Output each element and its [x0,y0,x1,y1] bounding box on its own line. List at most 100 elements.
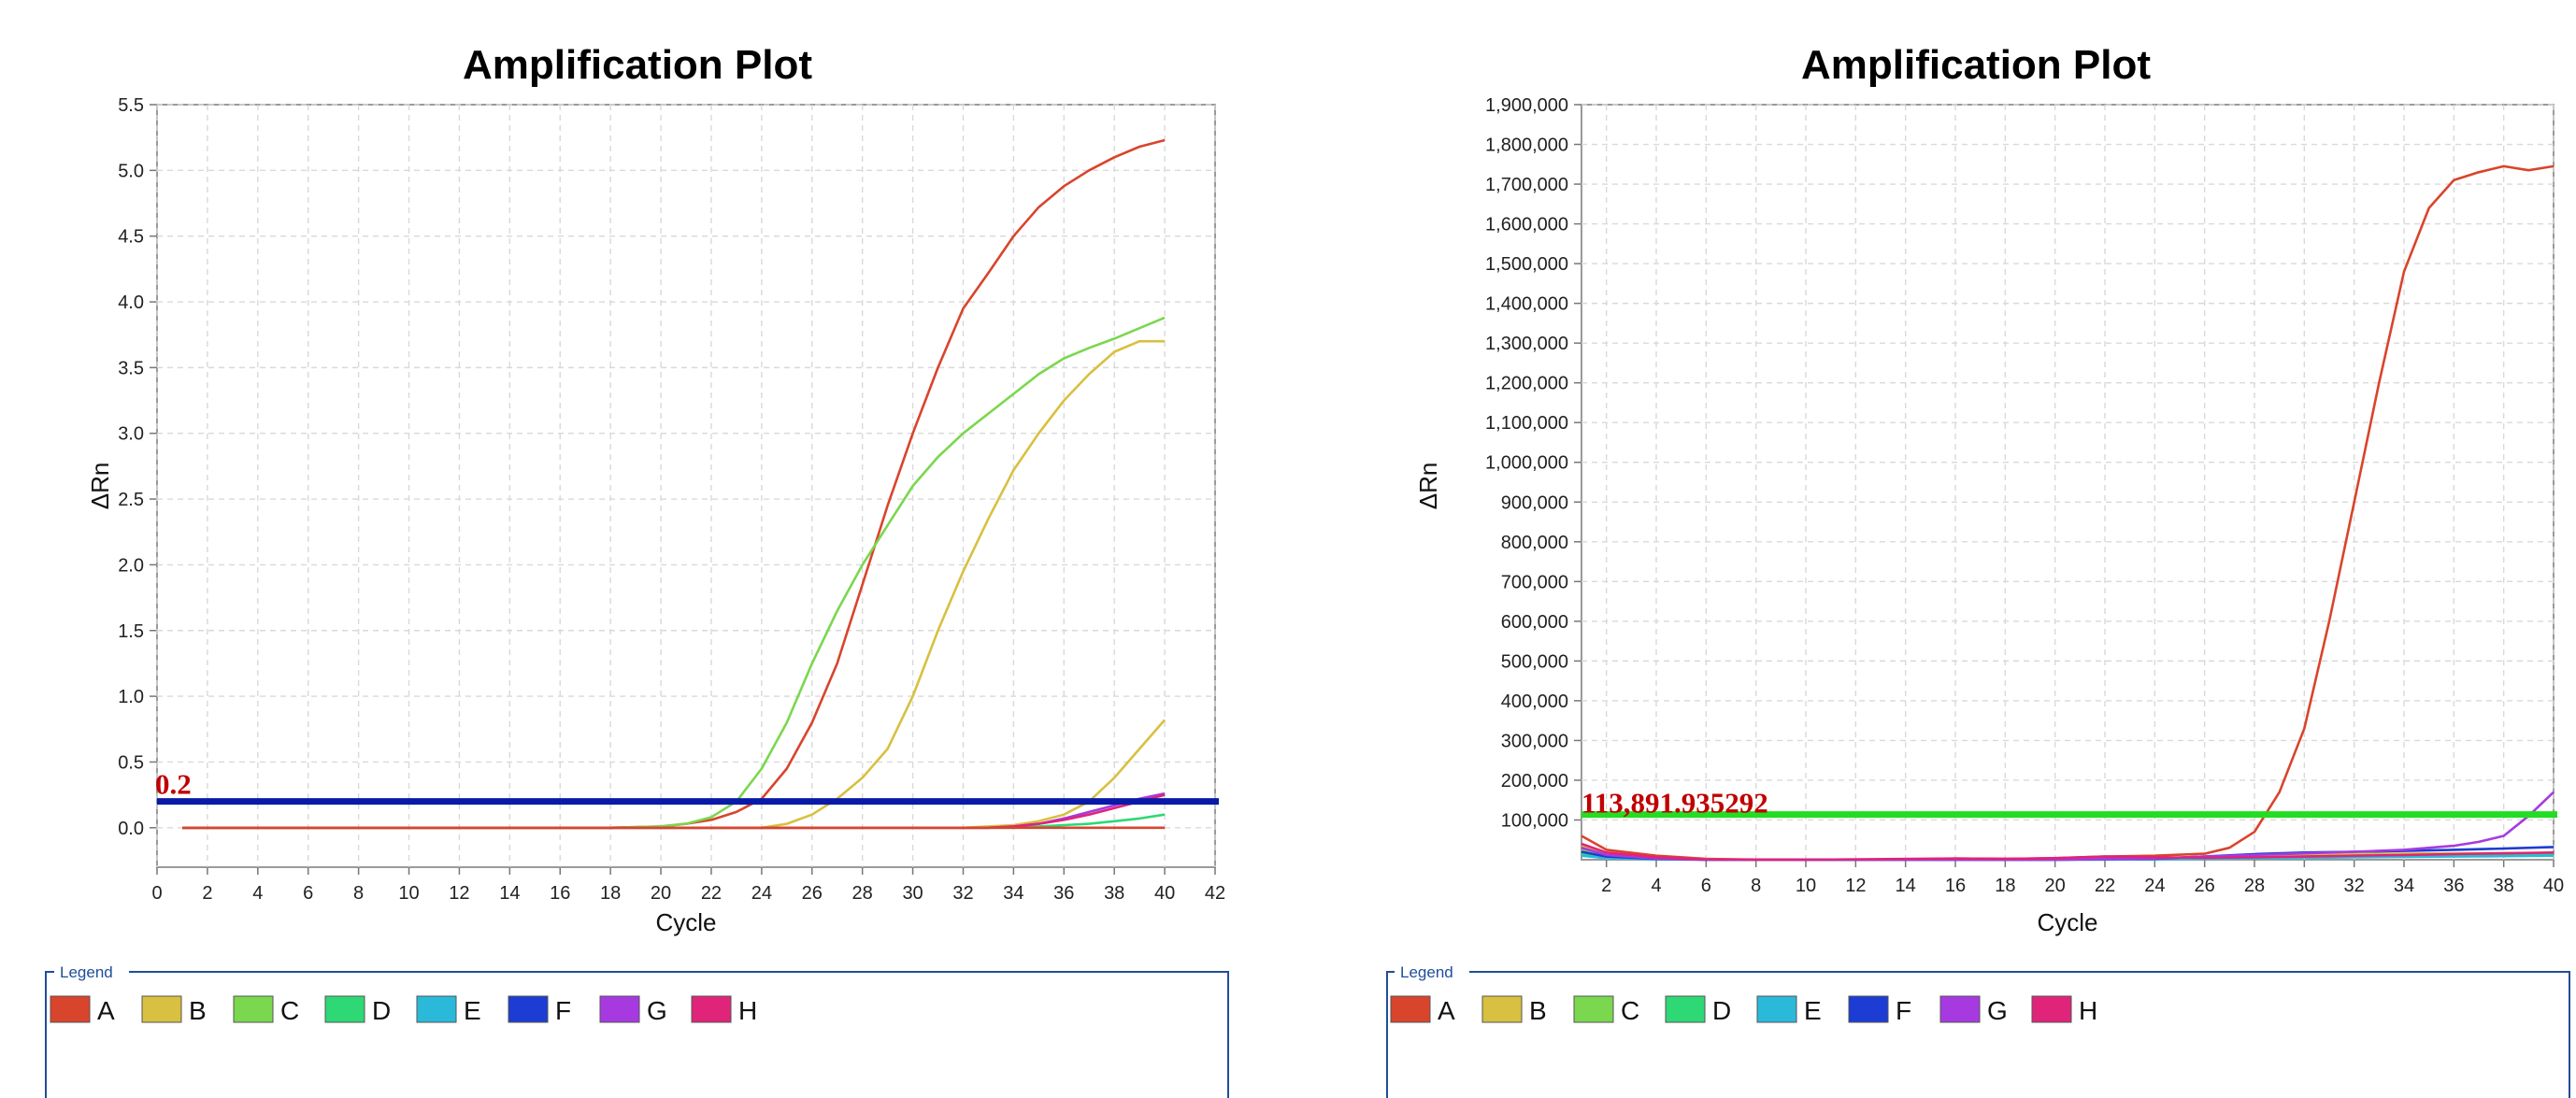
right-y-tick-labels: 100,000 200,000 300,000 400,000 500,000 600,0… [1485,95,1568,831]
right-y-tick-label: 500,000 [1501,651,1568,672]
right-y-tick-label: 1,700,000 [1485,175,1568,195]
right-x-tick-label: 14 [1896,876,1916,896]
right-x-tick-label: 18 [1995,876,2015,896]
right-y-tick-label: 1,200,000 [1485,374,1568,394]
legend-swatch-f[interactable] [1848,995,1889,1023]
left-chart-title: Amplification Plot [463,42,812,88]
left-y-axis-label: ΔRn [86,463,114,510]
legend-label-f[interactable]: F [555,996,571,1025]
right-amplification-chart: Amplification Plot 100,000 200,000 300,000… [1414,42,2564,936]
legend-label-b[interactable]: B [1529,996,1547,1025]
legend-swatch-b[interactable] [141,995,182,1023]
legend-swatch-g[interactable] [599,995,640,1023]
left-y-tick-label: 5.5 [118,95,144,116]
left-series-b-line [182,339,1166,830]
right-x-tick-label: 10 [1796,876,1816,896]
right-x-tick-labels: 2 4 6 8 10 12 14 16 18 20 22 24 26 28 30 32 34 36 38 40 [1601,876,2564,896]
right-threshold-label: 113,891.935292 [1581,787,1768,820]
legend-label-h[interactable]: H [2079,996,2097,1025]
left-x-axis-label: Cycle [655,908,716,936]
left-y-tick-label: 0.0 [118,819,144,839]
left-series-lines [182,138,1166,830]
legend-swatch-d[interactable] [1665,995,1706,1023]
left-x-tick-label: 12 [449,883,469,904]
left-y-tick-label: 2.5 [118,490,144,510]
right-legend: Legend A B C D E F G H [1386,963,2570,1098]
legend-label-e[interactable]: E [464,996,481,1025]
right-y-tick-label: 600,000 [1501,612,1568,633]
right-gridlines [1574,104,2555,867]
right-x-tick-label: 32 [2344,876,2365,896]
left-x-tick-label: 28 [852,883,873,904]
legend-swatch-c[interactable] [233,995,274,1023]
legend-swatch-h[interactable] [691,995,732,1023]
legend-label-d[interactable]: D [372,996,391,1025]
right-chart-title: Amplification Plot [1801,42,2151,88]
right-x-tick-label: 22 [2095,876,2115,896]
legend-label-a[interactable]: A [1438,996,1455,1025]
right-y-axis-label: ΔRn [1414,463,1442,510]
legend-label-f[interactable]: F [1896,996,1911,1025]
right-y-tick-label: 1,900,000 [1485,95,1568,116]
left-gridlines [150,104,1216,875]
right-x-tick-label: 34 [2394,876,2414,896]
left-x-tick-label: 24 [751,883,772,904]
legend-swatch-a[interactable] [50,995,91,1023]
right-x-tick-label: 30 [2294,876,2314,896]
legend-label-h[interactable]: H [738,996,757,1025]
left-legend: Legend A B C D E F G H [45,963,1229,1098]
right-y-tick-label: 1,300,000 [1485,334,1568,354]
right-x-axis-label: Cycle [2037,908,2097,936]
right-x-tick-label: 6 [1701,876,1711,896]
legend-swatch-g[interactable] [1939,995,1981,1023]
legend-label-g[interactable]: G [647,996,667,1025]
legend-swatch-h[interactable] [2031,995,2072,1023]
legend-swatch-c[interactable] [1573,995,1614,1023]
legend-label-b[interactable]: B [189,996,207,1025]
legend-label-c[interactable]: C [1621,996,1639,1025]
left-x-tick-label: 0 [151,883,162,904]
left-x-tick-label: 14 [499,883,520,904]
left-y-tick-label: 1.5 [118,621,144,642]
right-series-lines [1581,164,2555,862]
left-x-tick-label: 16 [550,883,570,904]
legend-swatch-b[interactable] [1481,995,1523,1023]
right-y-tick-label: 1,100,000 [1485,413,1568,434]
legend-swatch-e[interactable] [416,995,457,1023]
legend-label-g[interactable]: G [1987,996,2008,1025]
left-legend-items: A B C D E F G H [50,995,757,1025]
legend-label-a[interactable]: A [97,996,115,1025]
right-y-tick-label: 1,600,000 [1485,215,1568,235]
right-x-tick-label: 16 [1945,876,1966,896]
left-x-tick-label: 22 [701,883,722,904]
legend-swatch-a[interactable] [1390,995,1431,1023]
right-x-tick-label: 8 [1751,876,1761,896]
left-y-tick-label: 4.0 [118,292,144,313]
legend-label-c[interactable]: C [280,996,299,1025]
left-x-tick-label: 32 [952,883,973,904]
left-x-tick-label: 36 [1053,883,1074,904]
right-x-tick-label: 38 [2494,876,2514,896]
legend-swatch-e[interactable] [1756,995,1797,1023]
legend-swatch-d[interactable] [324,995,365,1023]
left-x-tick-label: 20 [651,883,671,904]
left-x-tick-label: 18 [600,883,621,904]
left-x-tick-label: 34 [1003,883,1023,904]
legend-label-e[interactable]: E [1804,996,1822,1025]
left-y-tick-label: 1.0 [118,687,144,707]
legend-swatch-f[interactable] [508,995,549,1023]
right-y-tick-label: 400,000 [1501,692,1568,712]
left-x-tick-label: 30 [902,883,923,904]
right-x-tick-label: 26 [2195,876,2215,896]
left-x-tick-label: 38 [1104,883,1124,904]
left-threshold-label: 0.2 [155,768,192,801]
left-y-tick-label: 4.5 [118,227,144,248]
left-x-tick-label: 4 [252,883,263,904]
left-y-tick-label: 5.0 [118,161,144,181]
left-x-tick-label: 40 [1154,883,1175,904]
right-x-tick-label: 28 [2244,876,2265,896]
legend-label-d[interactable]: D [1712,996,1731,1025]
right-legend-frame [1386,971,2570,1098]
left-x-tick-labels: 0 2 4 6 8 10 12 14 16 18 20 22 24 26 28 30 32 34 36 38 40 42 [151,883,1225,904]
